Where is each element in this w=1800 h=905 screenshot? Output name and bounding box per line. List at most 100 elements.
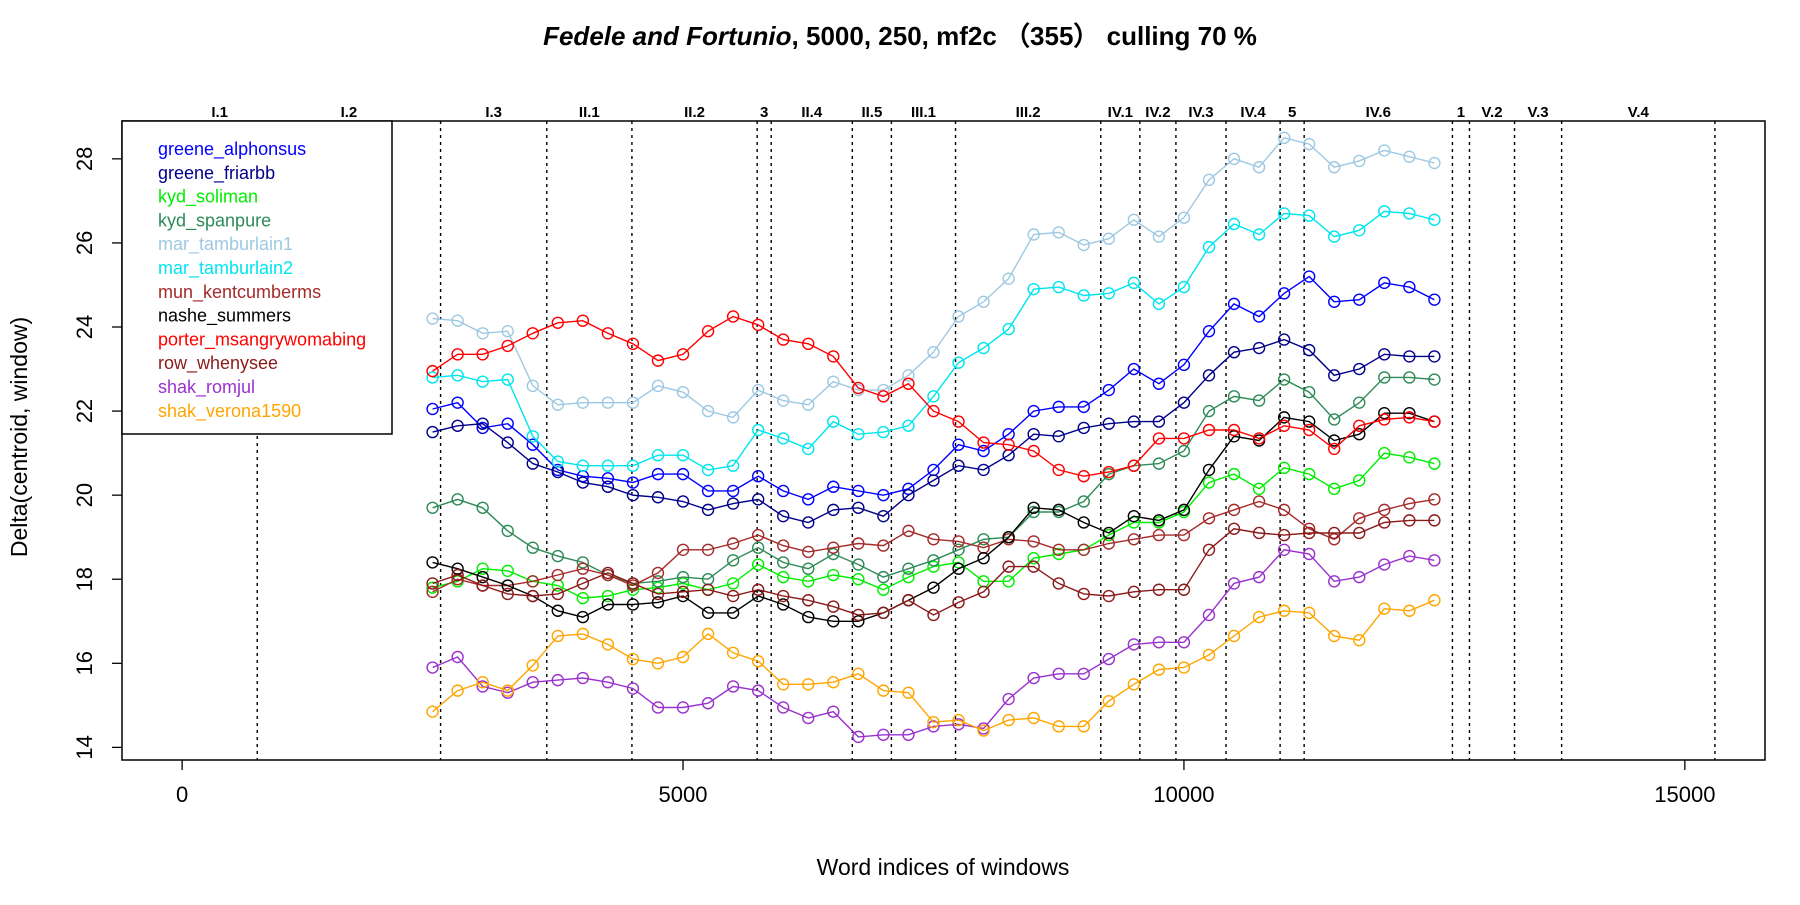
data-point (726, 589, 740, 603)
data-point (526, 430, 539, 443)
data-point (1403, 411, 1416, 424)
plot-frame (121, 120, 1766, 761)
data-point (626, 652, 640, 666)
data-point (1277, 528, 1291, 542)
data-point (451, 369, 464, 382)
data-point (977, 436, 990, 449)
series-line (432, 137, 1435, 419)
data-point (1378, 406, 1391, 420)
data-point (451, 348, 464, 361)
data-point (1428, 594, 1441, 607)
data-point (1077, 400, 1090, 414)
data-point (551, 316, 564, 329)
data-point (927, 720, 940, 733)
data-point (1077, 289, 1090, 302)
data-point (1077, 421, 1090, 435)
data-point (651, 701, 665, 714)
data-point (1277, 207, 1291, 220)
data-point (651, 449, 665, 462)
data-point (576, 476, 590, 489)
data-point (1302, 526, 1316, 540)
data-point (526, 457, 539, 470)
data-point (977, 585, 990, 599)
y-tick-label: 16 (72, 651, 97, 675)
data-point (1077, 495, 1090, 508)
data-point (751, 493, 765, 506)
data-point (952, 415, 965, 428)
data-point (626, 583, 640, 596)
data-point (852, 615, 865, 628)
data-point (476, 680, 489, 693)
data-point (726, 484, 740, 498)
data-point (1002, 713, 1015, 727)
data-point (551, 604, 564, 617)
data-point (1052, 400, 1065, 414)
data-point (1077, 470, 1090, 483)
data-point (1277, 373, 1291, 386)
data-point (802, 337, 815, 351)
data-point (927, 581, 940, 594)
data-point (1027, 282, 1040, 296)
data-point (601, 676, 615, 689)
data-point (977, 724, 990, 737)
series-line (432, 210, 1435, 471)
data-point (501, 324, 514, 338)
data-point (426, 705, 439, 718)
data-point (877, 383, 890, 397)
series-line (432, 599, 1435, 732)
data-point (1177, 211, 1191, 224)
legend-entry: nashe_summers (158, 306, 291, 327)
data-point (802, 562, 815, 575)
data-point (1277, 543, 1291, 557)
data-point (676, 570, 690, 584)
scene-label: 5 (1288, 104, 1296, 121)
data-point (751, 558, 765, 571)
data-point (1328, 434, 1341, 447)
data-point (526, 379, 539, 393)
data-point (1052, 226, 1065, 239)
data-point (852, 381, 865, 395)
data-point (626, 476, 640, 489)
data-point (626, 598, 640, 611)
data-point (827, 676, 840, 689)
data-point (802, 610, 815, 624)
data-point (1077, 516, 1090, 529)
legend-entry: greene_friarbb (158, 163, 275, 184)
data-point (852, 608, 865, 622)
data-point (777, 432, 790, 445)
series-porter_msangrywomabing (426, 310, 1441, 483)
data-point (877, 728, 890, 741)
data-point (676, 495, 690, 508)
data-point (551, 568, 564, 582)
data-point (877, 684, 890, 697)
data-point (1302, 343, 1316, 357)
data-point (751, 655, 765, 668)
data-point (1052, 463, 1065, 477)
series-mun_kentcumberms (426, 493, 1441, 599)
scene-label: II.4 (801, 104, 823, 121)
data-point (426, 312, 439, 325)
data-point (1227, 467, 1241, 481)
data-point (1127, 533, 1141, 546)
data-point (1428, 415, 1441, 428)
data-point (1177, 503, 1191, 517)
data-point (1002, 575, 1015, 588)
data-point (426, 364, 439, 378)
axes-layer: 0 5000 10000 15000 14 16 18 20 22 24 26 28 (72, 120, 1766, 807)
data-point (1202, 463, 1216, 477)
data-point (877, 570, 890, 584)
data-point (802, 442, 815, 456)
legend-entry: kyd_soliman (158, 187, 258, 208)
data-point (651, 596, 665, 609)
data-point (501, 373, 514, 386)
data-point (476, 348, 489, 361)
data-point (451, 562, 464, 575)
data-point (1027, 505, 1040, 519)
scene-label: II.1 (579, 104, 600, 121)
data-point (526, 575, 539, 588)
data-point (977, 295, 990, 308)
data-point (1152, 583, 1166, 596)
y-tick-label: 20 (72, 483, 97, 507)
data-point (1027, 228, 1040, 241)
y-tick-label: 26 (72, 231, 97, 255)
